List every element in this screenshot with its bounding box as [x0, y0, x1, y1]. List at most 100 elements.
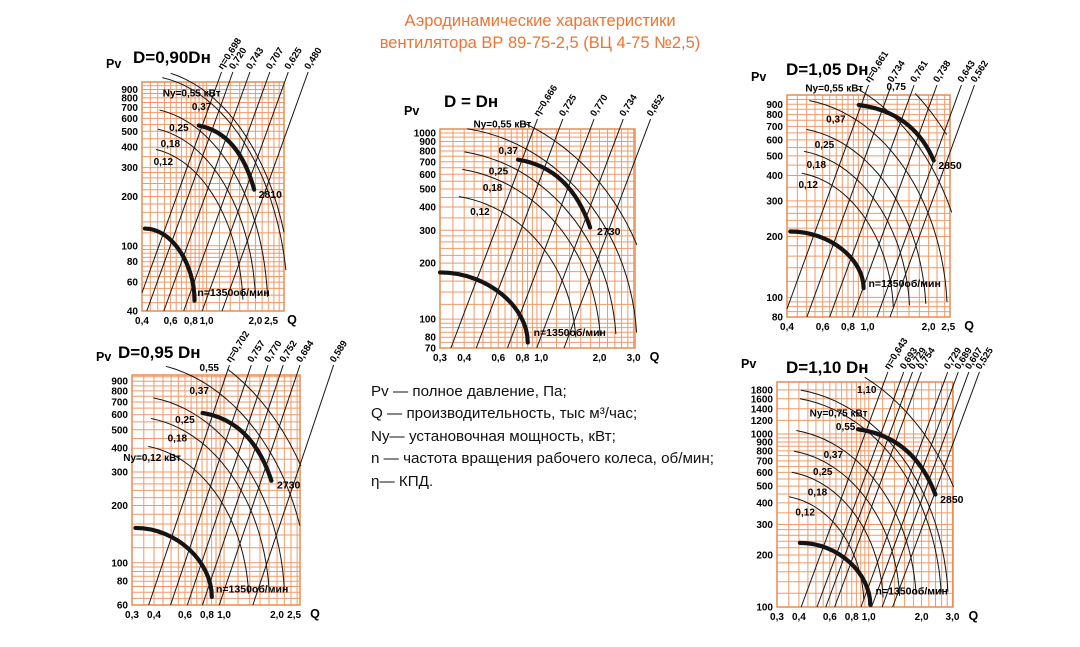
svg-text:100: 100: [419, 315, 436, 326]
svg-text:1,0: 1,0: [862, 612, 876, 623]
svg-text:0,55: 0,55: [200, 363, 220, 374]
legend-line-q: Q — производительность, тыс м³/час;: [371, 405, 638, 423]
svg-text:80: 80: [127, 257, 139, 268]
svg-text:η=0,666: η=0,666: [532, 84, 560, 119]
svg-text:400: 400: [756, 498, 773, 509]
svg-text:200: 200: [766, 232, 783, 243]
svg-text:300: 300: [756, 520, 773, 531]
svg-text:500: 500: [121, 127, 138, 138]
svg-text:80: 80: [117, 577, 129, 588]
svg-text:0,4: 0,4: [147, 610, 161, 621]
svg-text:80: 80: [425, 333, 437, 344]
svg-text:0,18: 0,18: [168, 433, 188, 444]
svg-text:0,18: 0,18: [808, 487, 828, 498]
svg-text:2810: 2810: [259, 189, 283, 201]
svg-text:0,734: 0,734: [886, 58, 909, 85]
svg-text:Ny=0,55 кВт: Ny=0,55 кВт: [473, 120, 531, 131]
svg-text:0,738: 0,738: [931, 59, 953, 85]
svg-text:600: 600: [111, 410, 128, 421]
svg-text:60: 60: [127, 278, 139, 289]
svg-text:70: 70: [425, 344, 437, 355]
svg-text:0,625: 0,625: [283, 45, 306, 72]
svg-text:0,25: 0,25: [813, 467, 833, 478]
svg-text:0,6: 0,6: [164, 316, 178, 327]
svg-text:0,4: 0,4: [792, 612, 806, 623]
svg-text:0,8: 0,8: [516, 353, 530, 364]
svg-text:1,10: 1,10: [857, 385, 877, 396]
svg-text:0,4: 0,4: [457, 353, 471, 364]
svg-text:Pv: Pv: [741, 357, 756, 371]
svg-text:200: 200: [756, 550, 773, 561]
svg-text:100: 100: [766, 293, 783, 304]
svg-text:0,4: 0,4: [780, 322, 794, 333]
svg-text:1,0: 1,0: [217, 610, 231, 621]
svg-text:0,8: 0,8: [841, 322, 855, 333]
svg-text:0,25: 0,25: [175, 415, 195, 426]
chart-title-d110: D=1,10 Dн: [786, 358, 869, 377]
svg-text:Pv: Pv: [751, 70, 766, 84]
svg-text:300: 300: [111, 467, 128, 478]
page-title-line1: Аэродинамические характеристики: [404, 12, 676, 30]
svg-text:1,0: 1,0: [861, 322, 875, 333]
svg-text:0,6: 0,6: [178, 610, 192, 621]
svg-text:1,0: 1,0: [200, 316, 214, 327]
svg-text:Pv: Pv: [404, 104, 419, 118]
svg-text:2,5: 2,5: [264, 316, 278, 327]
svg-text:600: 600: [766, 135, 783, 146]
svg-text:0,8: 0,8: [200, 610, 214, 621]
svg-text:900: 900: [766, 100, 783, 111]
svg-text:0,18: 0,18: [807, 160, 827, 171]
svg-text:500: 500: [756, 482, 773, 493]
svg-text:300: 300: [419, 226, 436, 237]
svg-text:1200: 1200: [751, 416, 774, 427]
svg-text:0,25: 0,25: [169, 123, 189, 134]
svg-text:0,18: 0,18: [161, 139, 181, 150]
svg-text:200: 200: [419, 259, 436, 270]
svg-text:100: 100: [121, 241, 138, 252]
svg-text:0,12: 0,12: [470, 207, 490, 218]
svg-text:Ny=0,55 кВт: Ny=0,55 кВт: [163, 88, 221, 99]
svg-text:Ny=0,55 кВт: Ny=0,55 кВт: [805, 83, 863, 94]
legend: Pv — полное давление, Па; Q — производит…: [371, 381, 714, 493]
svg-text:800: 800: [121, 93, 138, 104]
svg-text:0,55: 0,55: [836, 422, 856, 433]
svg-text:n=1350об/мин: n=1350об/мин: [216, 583, 288, 595]
svg-text:0,37: 0,37: [189, 386, 209, 397]
svg-text:40: 40: [127, 307, 139, 318]
svg-text:0,4: 0,4: [135, 316, 149, 327]
legend-line-eta: η— КПД.: [371, 472, 434, 490]
svg-text:80: 80: [772, 313, 784, 324]
svg-text:2730: 2730: [277, 479, 301, 491]
svg-text:n=1350об/мин: n=1350об/мин: [534, 327, 606, 339]
svg-text:0,75: 0,75: [886, 82, 906, 93]
svg-text:100: 100: [756, 603, 773, 614]
svg-text:0,12: 0,12: [798, 180, 818, 191]
svg-text:2,0: 2,0: [248, 316, 262, 327]
page: { "page_title": { "line1": "Аэродинамиче…: [96, 12, 997, 623]
svg-text:800: 800: [419, 146, 436, 157]
svg-text:800: 800: [766, 110, 783, 121]
svg-text:0,652: 0,652: [645, 93, 667, 119]
svg-text:0,3: 0,3: [433, 353, 447, 364]
svg-text:Pv: Pv: [106, 57, 121, 71]
svg-text:0,734: 0,734: [618, 92, 641, 119]
chart-title-d090: D=0,90Dн: [133, 48, 211, 67]
svg-text:3,0: 3,0: [946, 612, 960, 623]
svg-text:n=1350об/мин: n=1350об/мин: [869, 278, 941, 290]
svg-text:400: 400: [766, 171, 783, 182]
svg-text:0,770: 0,770: [588, 93, 610, 119]
svg-text:1600: 1600: [751, 394, 774, 405]
svg-text:600: 600: [756, 468, 773, 479]
svg-text:0,12: 0,12: [154, 157, 174, 168]
svg-text:0,37: 0,37: [499, 146, 519, 157]
svg-text:3,0: 3,0: [627, 353, 641, 364]
svg-text:500: 500: [766, 151, 783, 162]
svg-text:900: 900: [111, 377, 128, 388]
svg-text:Pv: Pv: [96, 350, 111, 364]
legend-line-n: n — частота вращения рабочего колеса, об…: [371, 450, 714, 468]
svg-text:0,3: 0,3: [125, 610, 139, 621]
svg-text:500: 500: [111, 425, 128, 436]
svg-text:n=1350об/мин: n=1350об/мин: [876, 586, 948, 598]
